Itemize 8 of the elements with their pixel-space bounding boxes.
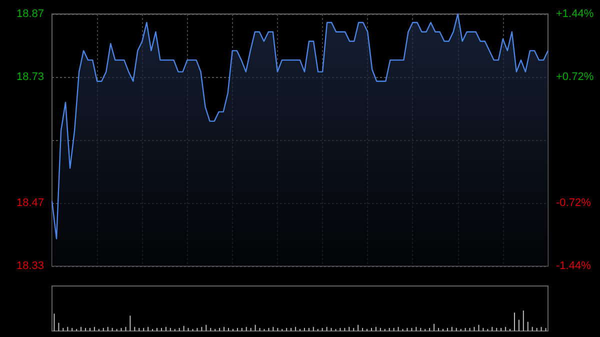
y-tick-label: 18.87: [16, 8, 44, 20]
y2-tick-label: -0.72%: [556, 197, 592, 209]
y-tick-label: 18.47: [16, 197, 44, 209]
y-tick-label: 18.33: [16, 260, 44, 272]
y2-tick-label: -1.44%: [556, 260, 592, 272]
y2-tick-label: +0.72%: [556, 71, 594, 83]
y2-tick-label: +1.44%: [556, 8, 594, 20]
y-tick-label: 18.73: [16, 71, 44, 83]
